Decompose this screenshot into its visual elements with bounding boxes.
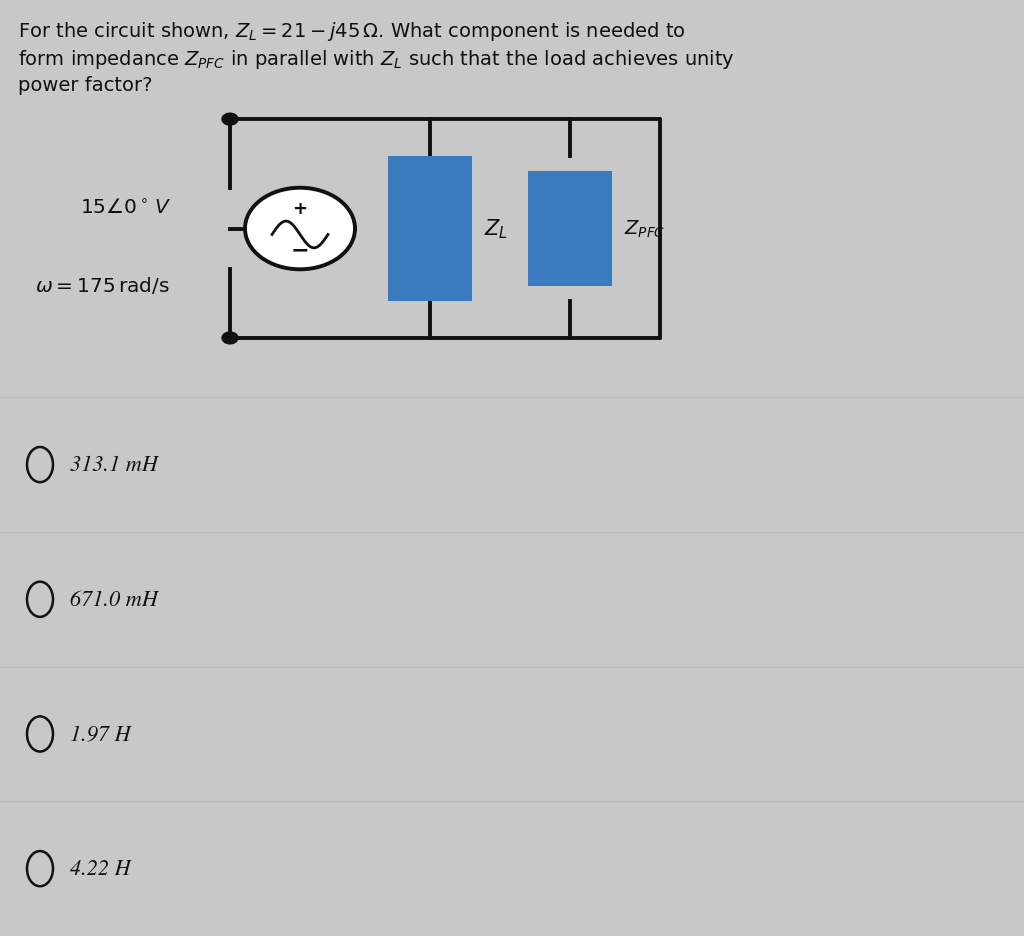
Text: 671.0 mH: 671.0 mH xyxy=(70,589,158,610)
Text: $Z_{PFC}$: $Z_{PFC}$ xyxy=(624,219,666,240)
Text: 313.1 mH: 313.1 mH xyxy=(70,455,158,475)
Bar xyxy=(528,172,612,286)
Text: $15\angle0^\circ\,V$: $15\angle0^\circ\,V$ xyxy=(80,197,172,216)
Text: −: − xyxy=(291,240,309,260)
Text: $Z_L$: $Z_L$ xyxy=(484,217,508,241)
Circle shape xyxy=(222,332,238,344)
Text: 4.22 H: 4.22 H xyxy=(70,858,131,879)
Circle shape xyxy=(245,188,355,270)
Circle shape xyxy=(222,114,238,126)
Text: power factor?: power factor? xyxy=(18,77,153,95)
Text: 1.97 H: 1.97 H xyxy=(70,724,131,745)
Text: +: + xyxy=(293,199,307,217)
Text: form impedance $Z_{PFC}$ in parallel with $Z_L$ such that the load achieves unit: form impedance $Z_{PFC}$ in parallel wit… xyxy=(18,48,735,71)
Text: For the circuit shown, $Z_L = 21 - j45\,\Omega$. What component is needed to: For the circuit shown, $Z_L = 21 - j45\,… xyxy=(18,20,686,43)
Bar xyxy=(388,157,472,301)
Text: $\omega = 175\,\mathrm{rad/s}$: $\omega = 175\,\mathrm{rad/s}$ xyxy=(35,274,170,296)
